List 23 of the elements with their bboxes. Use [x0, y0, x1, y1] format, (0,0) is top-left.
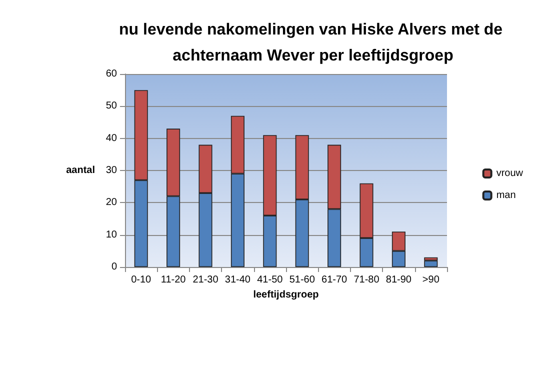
- x-tick-label: 0-10: [131, 274, 152, 286]
- x-tick-label: 41-50: [257, 274, 284, 286]
- y-tick-label: 60: [106, 68, 118, 80]
- x-tick-label: 21-30: [192, 274, 219, 286]
- y-tick-label: 50: [106, 100, 118, 112]
- y-axis-title: aantal: [66, 165, 96, 176]
- y-tick-label: 20: [106, 197, 118, 208]
- y-tick-label: 0: [111, 262, 118, 272]
- y-tick-label: 10: [106, 229, 118, 240]
- bar: [424, 260, 438, 267]
- y-tick-label: 30: [106, 165, 118, 176]
- x-tick-label: 31-40: [224, 274, 251, 286]
- y-tick-label: 40: [106, 132, 118, 144]
- x-tick-label: 61-70: [322, 274, 348, 286]
- x-tick-label: >90: [422, 274, 440, 286]
- x-tick-label: 11-20: [160, 274, 186, 286]
- legend-label: man: [496, 190, 516, 201]
- x-tick-label: 71-80: [354, 274, 380, 286]
- x-tick-label: 81-90: [386, 274, 412, 286]
- legend-label: vrouw: [496, 168, 524, 179]
- x-tick-label: 51-60: [289, 274, 316, 286]
- chart-title: nu levende nakomelingen van Hiske Alvers met de achternaam Wever per leeftijdsgroep: [119, 22, 507, 64]
- x-axis-title: leeftijdsgroep: [253, 289, 319, 300]
